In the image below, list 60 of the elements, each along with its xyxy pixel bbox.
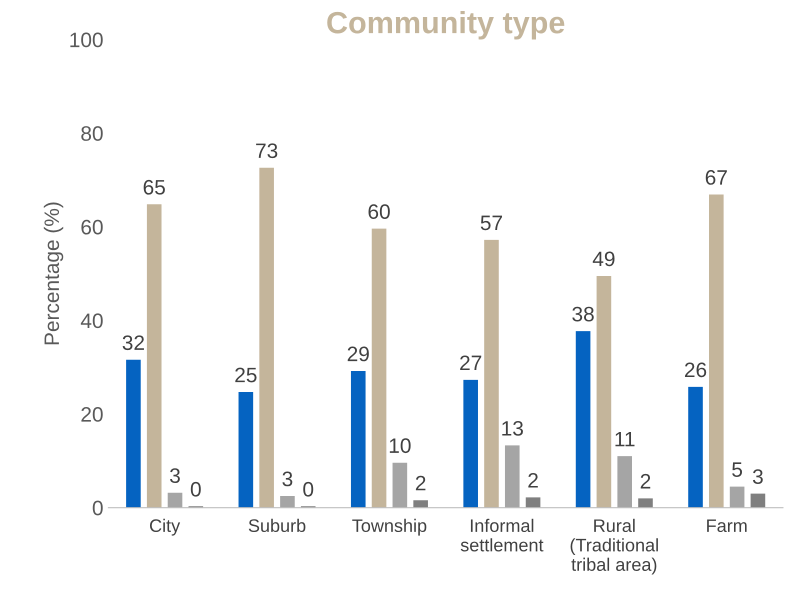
x-tick-label: Township (352, 518, 426, 536)
bar (238, 392, 254, 508)
data-label: 0 (190, 482, 201, 497)
data-label: 3 (752, 469, 763, 484)
data-label: 67 (706, 170, 727, 185)
bar (259, 168, 274, 508)
data-label: 25 (235, 368, 257, 382)
data-label: 60 (368, 204, 390, 219)
x-tick-label: Informal settlement (460, 518, 544, 552)
y-tick-label: 100 (70, 32, 103, 48)
bar (638, 498, 653, 508)
bar (730, 486, 744, 508)
bar (463, 380, 478, 508)
y-tick-label: 0 (92, 500, 103, 516)
data-label: 73 (256, 143, 278, 158)
x-tick-label: Rural (Traditional tribal area) (570, 518, 658, 575)
bar (146, 204, 162, 508)
bar (126, 360, 141, 508)
data-label: 3 (282, 472, 292, 486)
bar (372, 228, 386, 508)
data-label: 2 (640, 474, 650, 488)
data-label: 26 (684, 362, 706, 378)
bar (484, 240, 499, 508)
bar (392, 462, 408, 508)
bar (168, 492, 182, 508)
bar (576, 331, 590, 508)
bar (596, 276, 612, 508)
y-tick-label: 40 (80, 313, 103, 328)
y-tick-label: 20 (81, 407, 103, 422)
data-label: 27 (460, 355, 482, 370)
bar (350, 370, 366, 508)
data-label: 5 (732, 462, 742, 477)
data-label: 38 (572, 306, 594, 322)
bar (413, 500, 428, 508)
data-label: 13 (502, 420, 523, 436)
bar (504, 445, 520, 508)
data-label: 65 (144, 180, 165, 195)
y-tick-label: 60 (81, 220, 103, 235)
data-label: 29 (348, 346, 369, 362)
x-tick-label: Suburb (248, 518, 306, 532)
bar (526, 497, 540, 508)
data-label: 49 (592, 252, 614, 266)
data-label: 11 (615, 432, 634, 446)
bar (688, 386, 703, 508)
data-label: 3 (170, 468, 180, 484)
bar (709, 194, 724, 508)
x-tick-label: Farm (707, 519, 747, 532)
bar (617, 456, 632, 508)
data-label: 2 (416, 476, 426, 490)
data-label: 57 (480, 216, 502, 230)
x-tick-label: City (150, 518, 180, 536)
data-label: 2 (528, 472, 538, 488)
bar (280, 496, 295, 508)
chart-title: Community type (327, 11, 564, 40)
data-label: 10 (390, 438, 411, 454)
data-label: 32 (122, 335, 144, 350)
y-axis-title: Percentage (%) (44, 202, 64, 344)
bar (750, 494, 766, 508)
y-tick-label: 80 (81, 126, 103, 141)
data-label: 0 (303, 482, 314, 497)
